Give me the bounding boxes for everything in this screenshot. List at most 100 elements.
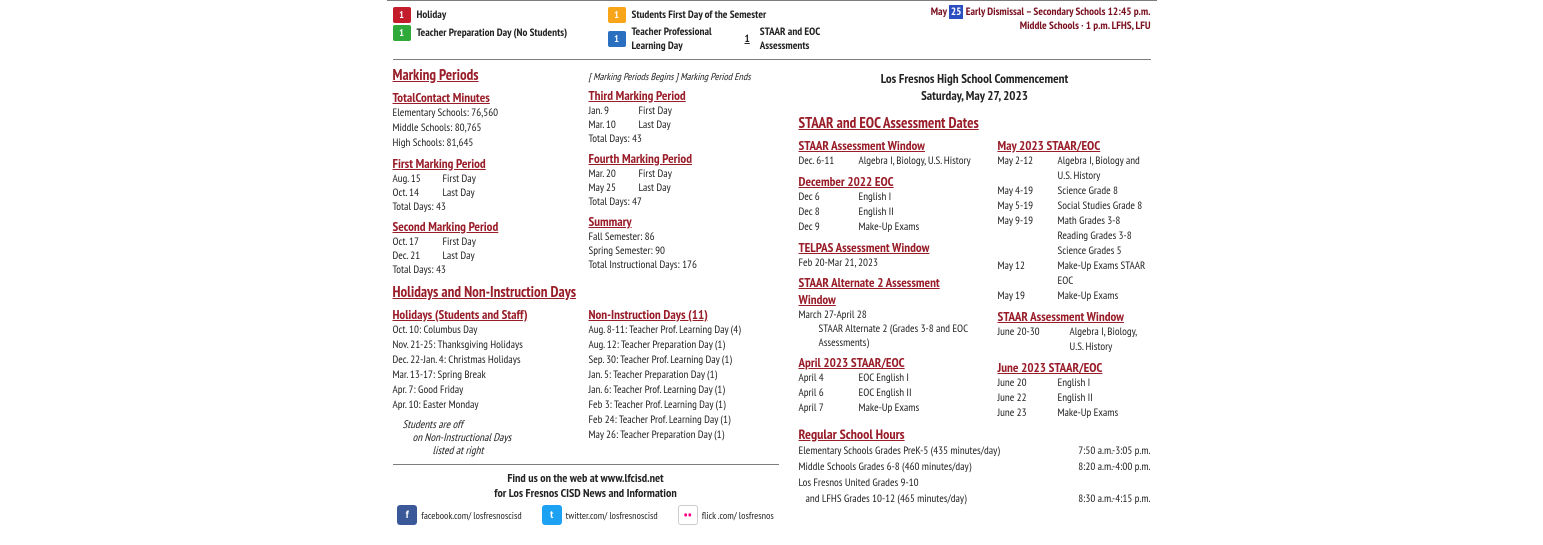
- ni-5: Feb 3: Teacher Prof. Learning Day (1): [589, 398, 779, 413]
- may-t3: Social Studies Grade 8: [1058, 199, 1143, 214]
- rh-t3: 8:30 a.m.-4:15 p.m.: [1031, 491, 1151, 507]
- chip-teacher-prof: 1: [608, 31, 626, 47]
- off-note-3: listed at right: [403, 445, 563, 458]
- apr-d0: April 4: [799, 371, 859, 386]
- find-l2: for Los Fresnos CISD News and Informatio…: [393, 486, 779, 501]
- hol-5: Apr. 10: Easter Monday: [393, 398, 563, 413]
- p2-title: Second Marking Period: [393, 218, 563, 235]
- legend-staar: STAAR and EOC Assessments: [760, 25, 843, 53]
- tw-text: twitter.com/ losfresnoscisd: [566, 509, 658, 522]
- p2-l2: Last Day: [443, 249, 475, 263]
- p4-d1: Mar. 20: [589, 167, 639, 181]
- sum-l2: Spring Semester: 90: [589, 244, 779, 258]
- hol-1: Nov. 21-25: Thanksgiving Holidays: [393, 338, 563, 353]
- w1-title: STAAR Assessment Window: [799, 137, 974, 154]
- telpas-title: TELPAS Assessment Window: [799, 239, 974, 256]
- apr-t0: EOC English I: [859, 371, 909, 386]
- hol-4: Apr. 7: Good Friday: [393, 383, 563, 398]
- ni-3: Jan. 5: Teacher Preparation Day (1): [589, 368, 779, 383]
- flickr-link[interactable]: •• flick .com/ losfresnos: [678, 505, 774, 525]
- fl-text: flick .com/ losfresnos: [702, 509, 774, 522]
- may-title: May 2023 STAAR/EOC: [998, 137, 1151, 154]
- commence-l1: Los Fresnos High School Commencement: [799, 70, 1151, 87]
- jun-d2: June 23: [998, 406, 1058, 421]
- p3-d1: Jan. 9: [589, 104, 639, 118]
- w1-t: Algebra I, Biology, U.S. History: [859, 154, 971, 169]
- alt2-l1: March 27-April 28: [799, 308, 974, 322]
- p1-l2: Last Day: [443, 186, 475, 200]
- holidays-sub: Holidays (Students and Staff): [393, 306, 563, 323]
- find-us: Find us on the web at www.lfcisd.net for…: [393, 471, 779, 501]
- ni-2: Sep. 30: Teacher Prof. Learning Day (1): [589, 353, 779, 368]
- dec-title: December 2022 EOC: [799, 173, 974, 190]
- rh-t1: 8:20 a.m.-4:00 p.m.: [1031, 459, 1151, 475]
- may-d1: [998, 169, 1058, 184]
- may-t2: Science Grade 8: [1058, 184, 1118, 199]
- marking-note: [ Marking Periods Begins ] Marking Perio…: [589, 70, 779, 83]
- may-t5: Reading Grades 3-8: [1058, 229, 1132, 244]
- ni-4: Jan. 6: Teacher Prof. Learning Day (1): [589, 383, 779, 398]
- p1-total: Total Days: 43: [393, 200, 563, 214]
- ni-list: Aug. 8-11: Teacher Prof. Learning Day (4…: [589, 323, 779, 443]
- dec-d1: Dec 8: [799, 205, 859, 220]
- ni-1: Aug. 12: Teacher Preparation Day (1): [589, 338, 779, 353]
- find-l1: Find us on the web at www.lfcisd.net: [393, 471, 779, 486]
- assess-title: STAAR and EOC Assessment Dates: [799, 114, 1151, 133]
- may-d7: May 12: [998, 259, 1058, 289]
- apr-d1: April 6: [799, 386, 859, 401]
- sum-l1: Fall Semester: 86: [589, 230, 779, 244]
- hol-3: Mar. 13-17: Spring Break: [393, 368, 563, 383]
- early-month: May: [931, 5, 947, 19]
- facebook-icon: f: [397, 505, 417, 525]
- commence-l2: Saturday, May 27, 2023: [799, 87, 1151, 104]
- p4-l2: Last Day: [639, 181, 671, 195]
- alt2-l2: STAAR Alternate 2 (Grades 3-8 and EOC As…: [799, 322, 974, 350]
- holidays-title: Holidays and Non-Instruction Days: [393, 283, 779, 302]
- contact-0: Elementary Schools: 76,560: [393, 106, 563, 121]
- flickr-icon: ••: [678, 505, 698, 525]
- summary-title: Summary: [589, 213, 779, 230]
- may-d8: May 19: [998, 289, 1058, 304]
- dec-d0: Dec 6: [799, 190, 859, 205]
- may-t6: Science Grades 5: [1058, 244, 1122, 259]
- may-t4: Math Grades 3-8: [1058, 214, 1121, 229]
- apr-title: April 2023 STAAR/EOC: [799, 354, 974, 371]
- twitter-link[interactable]: t twitter.com/ losfresnoscisd: [542, 505, 658, 525]
- p4-title: Fourth Marking Period: [589, 150, 779, 167]
- may-d0: May 2-12: [998, 154, 1058, 169]
- hol-2: Dec. 22-Jan. 4: Christmas Holidays: [393, 353, 563, 368]
- dec-t0: English I: [859, 190, 892, 205]
- rh-l1: Middle Schools Grades 6-8 (460 minutes/d…: [799, 459, 1031, 475]
- legend-teacher-prof: Teacher Professional Learning Day: [632, 25, 731, 53]
- ni-0: Aug. 8-11: Teacher Prof. Learning Day (4…: [589, 323, 779, 338]
- may-d4: May 9-19: [998, 214, 1058, 229]
- p3-l2: Last Day: [639, 118, 671, 132]
- may-t7: Make-Up Exams STAAR EOC: [1058, 259, 1151, 289]
- dec-d2: Dec 9: [799, 220, 859, 235]
- rh-l3: and LFHS Grades 10-12 (465 minutes/day): [799, 491, 1031, 507]
- ni-7: May 26: Teacher Preparation Day (1): [589, 428, 779, 443]
- rh-t0: 7:50 a.m.-3:05 p.m.: [1031, 443, 1151, 459]
- twitter-icon: t: [542, 505, 562, 525]
- p2-l1: First Day: [443, 235, 476, 249]
- early-line1: Early Dismissal – Secondary Schools 12:4…: [966, 5, 1151, 19]
- may-t0: Algebra I, Biology and: [1058, 154, 1140, 169]
- facebook-link[interactable]: ffacebook.com/ losfresnoscisd: [397, 505, 521, 525]
- jun-d1: June 22: [998, 391, 1058, 406]
- contact-minutes-title: TotalContact Minutes: [393, 89, 563, 106]
- off-note: Students are off on Non-Instructional Da…: [393, 419, 563, 458]
- telpas-line: Feb 20-Mar 21, 2023: [799, 256, 974, 270]
- p2-d1: Oct. 17: [393, 235, 443, 249]
- reghours-table: Elementary Schools Grades PreK-5 (435 mi…: [799, 443, 1151, 507]
- dec-t2: Make-Up Exams: [859, 220, 920, 235]
- p3-total: Total Days: 43: [589, 132, 779, 146]
- chip-teacher-prep: 1: [393, 25, 411, 41]
- jun-t1: English II: [1058, 391, 1093, 406]
- rh-l2: Los Fresnos United Grades 9-10: [799, 475, 1031, 491]
- ni-title: Non-Instruction Days (11): [589, 306, 779, 323]
- commencement: Los Fresnos High School Commencement Sat…: [799, 70, 1151, 104]
- may-t8: Make-Up Exams: [1058, 289, 1119, 304]
- legend-bar: 1Holiday 1Teacher Preparation Day (No St…: [393, 1, 1151, 60]
- p1-d1: Aug. 15: [393, 172, 443, 186]
- alt2-title: STAAR Alternate 2 Assessment Window: [799, 274, 974, 308]
